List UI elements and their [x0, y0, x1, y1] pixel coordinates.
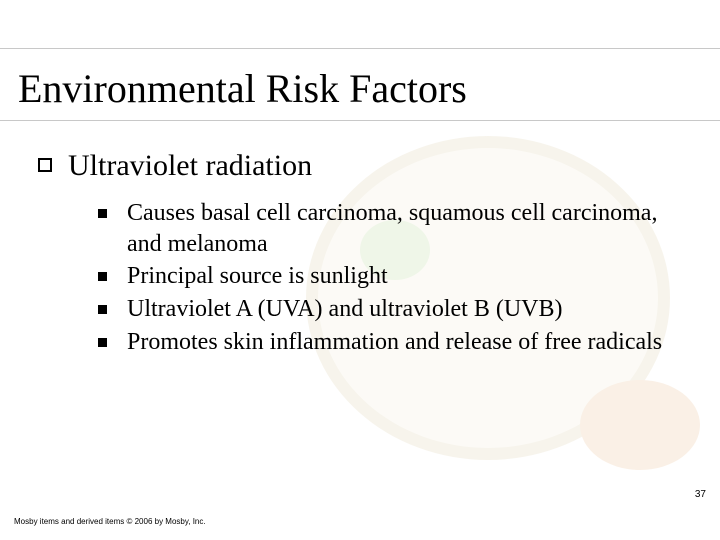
hollow-square-bullet-icon	[38, 158, 52, 172]
slide-title: Environmental Risk Factors	[18, 68, 467, 110]
bullet-level2: Promotes skin inflammation and release o…	[98, 327, 682, 358]
bullet-level2: Causes basal cell carcinoma, squamous ce…	[98, 198, 682, 259]
solid-square-bullet-icon	[98, 338, 107, 347]
title-divider	[0, 120, 720, 121]
level2-text: Principal source is sunlight	[127, 261, 388, 292]
solid-square-bullet-icon	[98, 209, 107, 218]
level1-text: Ultraviolet radiation	[68, 148, 312, 184]
slide: Environmental Risk Factors Ultraviolet r…	[0, 0, 720, 540]
solid-square-bullet-icon	[98, 305, 107, 314]
bullet-level1: Ultraviolet radiation	[38, 148, 682, 184]
page-number: 37	[695, 489, 706, 500]
copyright-footer: Mosby items and derived items © 2006 by …	[14, 517, 206, 526]
solid-square-bullet-icon	[98, 272, 107, 281]
bullet-level2: Principal source is sunlight	[98, 261, 682, 292]
level2-group: Causes basal cell carcinoma, squamous ce…	[98, 198, 682, 358]
bullet-level2: Ultraviolet A (UVA) and ultraviolet B (U…	[98, 294, 682, 325]
level2-text: Causes basal cell carcinoma, squamous ce…	[127, 198, 682, 259]
level2-text: Ultraviolet A (UVA) and ultraviolet B (U…	[127, 294, 563, 325]
top-divider	[0, 48, 720, 49]
level2-text: Promotes skin inflammation and release o…	[127, 327, 662, 358]
slide-body: Ultraviolet radiation Causes basal cell …	[38, 148, 682, 360]
